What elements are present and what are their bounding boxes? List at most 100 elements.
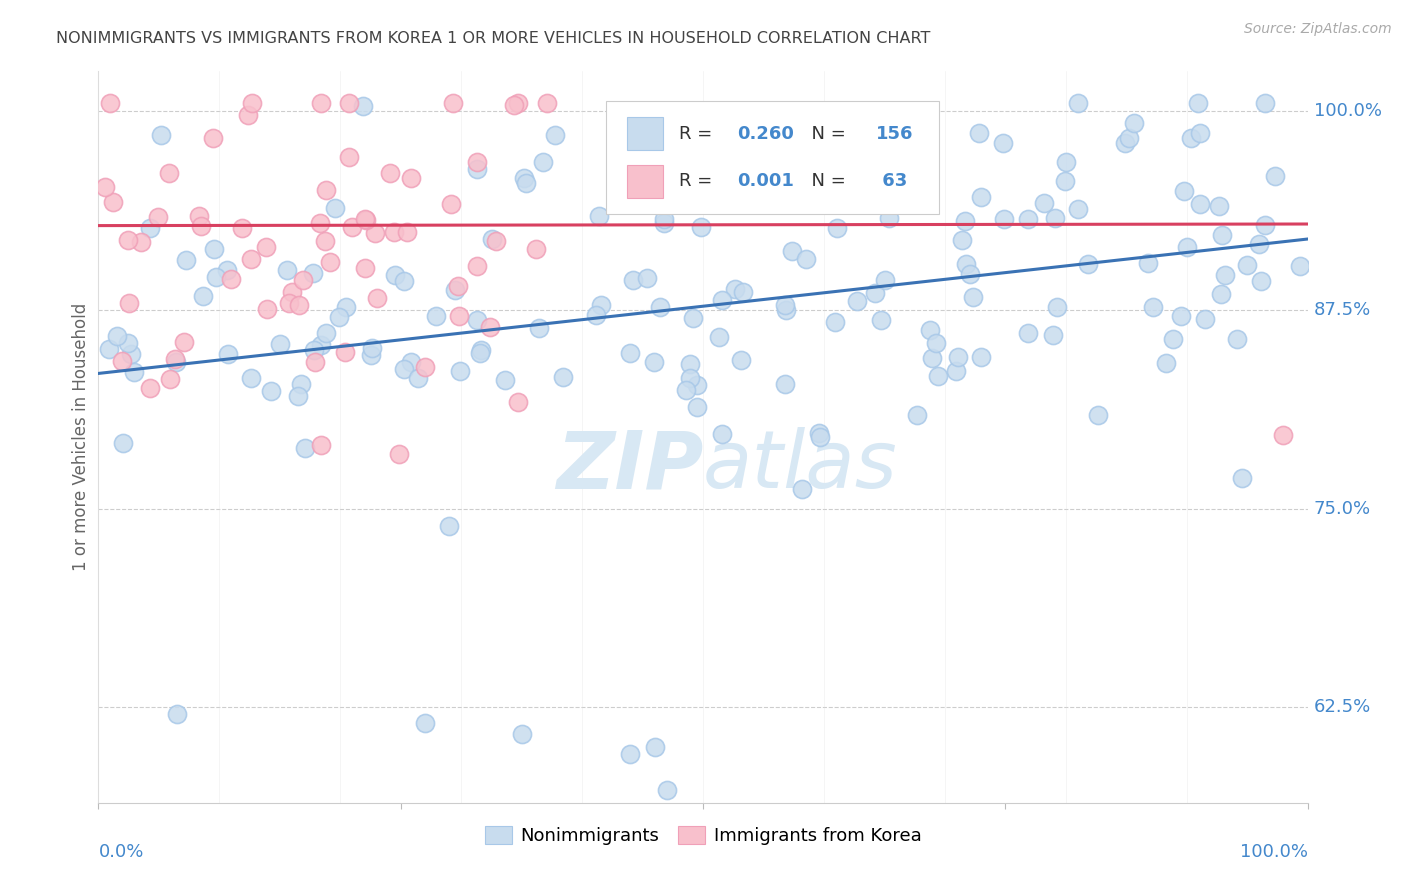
Point: [1170, 310, 1192, 324]
Point: [129, 235, 152, 250]
Point: [1189, 126, 1212, 140]
Point: [413, 359, 436, 374]
Point: [256, 301, 278, 316]
Point: [1194, 312, 1216, 326]
Point: [239, 371, 262, 385]
Point: [292, 273, 315, 287]
Point: [468, 346, 491, 360]
Point: [337, 151, 360, 165]
Text: N =: N =: [800, 125, 851, 143]
Point: [711, 293, 734, 308]
Point: [853, 181, 876, 195]
Point: [117, 233, 139, 247]
Point: [730, 352, 752, 367]
FancyBboxPatch shape: [627, 117, 664, 150]
FancyBboxPatch shape: [627, 165, 664, 197]
Point: [544, 128, 567, 142]
Point: [311, 96, 333, 111]
Point: [1046, 300, 1069, 314]
Point: [382, 225, 405, 239]
Point: [679, 371, 702, 385]
Point: [364, 226, 387, 240]
Point: [794, 252, 817, 267]
Point: [948, 351, 970, 365]
Point: [1254, 218, 1277, 232]
Text: 0.0%: 0.0%: [98, 843, 143, 861]
Point: [588, 210, 610, 224]
Point: [967, 126, 990, 140]
Point: [191, 289, 214, 303]
Point: [260, 384, 283, 398]
Point: [650, 300, 672, 314]
Point: [845, 294, 868, 309]
Point: [231, 221, 253, 235]
Point: [950, 233, 973, 247]
Point: [309, 438, 332, 452]
Point: [94, 180, 117, 194]
Point: [449, 309, 471, 323]
Point: [449, 364, 471, 378]
Point: [157, 166, 180, 180]
Point: [354, 213, 377, 227]
Point: [506, 395, 529, 409]
Point: [318, 255, 340, 269]
Point: [1042, 328, 1064, 343]
Point: [503, 98, 526, 112]
FancyBboxPatch shape: [606, 101, 939, 214]
Point: [655, 783, 678, 797]
Point: [98, 96, 121, 111]
Point: [294, 441, 316, 455]
Point: [97, 343, 120, 357]
Point: [465, 259, 488, 273]
Text: 0.260: 0.260: [737, 125, 794, 143]
Point: [808, 430, 831, 444]
Text: ZIP: ZIP: [555, 427, 703, 506]
Point: [775, 303, 797, 318]
Point: [875, 273, 897, 287]
Point: [515, 176, 537, 190]
Point: [465, 162, 488, 177]
Point: [110, 354, 132, 368]
Point: [1208, 199, 1230, 213]
Point: [905, 408, 928, 422]
Point: [425, 309, 447, 323]
Text: atlas: atlas: [703, 427, 898, 506]
Point: [481, 232, 503, 246]
Point: [675, 383, 697, 397]
Point: [101, 195, 124, 210]
Point: [824, 315, 846, 329]
Point: [201, 131, 224, 145]
Point: [918, 323, 941, 337]
Point: [254, 240, 277, 254]
Point: [780, 244, 803, 258]
Point: [278, 296, 301, 310]
Text: 100.0%: 100.0%: [1313, 102, 1382, 120]
Point: [384, 268, 406, 282]
Point: [1136, 256, 1159, 270]
Point: [388, 446, 411, 460]
Point: [1032, 196, 1054, 211]
Point: [335, 344, 357, 359]
Point: [190, 219, 212, 233]
Point: [269, 336, 291, 351]
Point: [165, 354, 187, 368]
Point: [443, 283, 465, 297]
Point: [301, 266, 323, 280]
Point: [217, 347, 239, 361]
Point: [991, 136, 1014, 151]
Point: [1175, 240, 1198, 254]
Point: [696, 173, 718, 187]
Point: [925, 336, 948, 351]
Point: [970, 350, 993, 364]
Point: [1114, 136, 1136, 151]
Point: [399, 171, 422, 186]
Point: [494, 373, 516, 387]
Point: [447, 279, 470, 293]
Point: [335, 301, 357, 315]
Point: [807, 425, 830, 440]
Point: [707, 330, 730, 344]
Point: [692, 164, 714, 178]
Point: [636, 270, 658, 285]
Point: [643, 354, 665, 368]
Point: [1272, 428, 1295, 442]
